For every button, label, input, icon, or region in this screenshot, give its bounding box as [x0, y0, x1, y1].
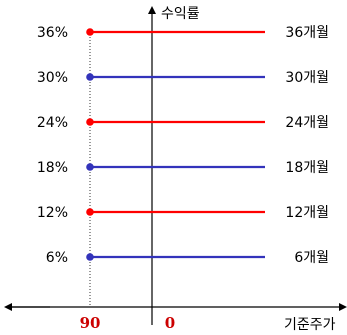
y-axis-label: 수익률: [161, 6, 200, 22]
x-tick-label: 0: [165, 314, 175, 332]
y-tick-label: 36%: [37, 25, 68, 41]
y-tick-label: 24%: [37, 115, 68, 131]
x-axis-label: 기준주가: [284, 317, 336, 333]
series-name-label: 6개월: [294, 250, 329, 266]
series-name-label: 30개월: [285, 70, 329, 86]
series-layer: 36% 36개월 30% 30개월 24% 24개월 18% 18개월 12% 12개월 6% 6개월: [37, 25, 329, 266]
series-point-12: [86, 208, 94, 216]
series-point-30: [86, 73, 94, 81]
y-tick-label: 12%: [37, 205, 68, 221]
series-point-6: [86, 253, 94, 261]
y-tick-label: 18%: [37, 160, 68, 176]
series-point-24: [86, 118, 94, 126]
series-point-18: [86, 163, 94, 171]
y-tick-label: 6%: [46, 250, 68, 266]
series-name-label: 36개월: [285, 25, 329, 41]
series-name-label: 12개월: [285, 205, 329, 221]
x-tick-layer: 90 0: [80, 314, 176, 332]
series-point-36: [86, 28, 94, 36]
x-tick-label: 90: [80, 314, 101, 332]
series-name-label: 24개월: [285, 115, 329, 131]
series-name-label: 18개월: [285, 160, 329, 176]
y-tick-label: 30%: [37, 70, 68, 86]
